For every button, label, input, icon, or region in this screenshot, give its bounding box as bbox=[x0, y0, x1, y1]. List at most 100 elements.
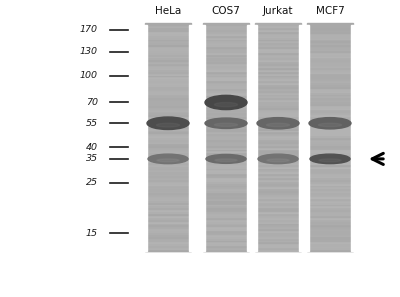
Text: 100: 100 bbox=[80, 71, 98, 80]
Bar bbox=[307, 61, 353, 63]
Bar bbox=[255, 139, 301, 141]
Bar bbox=[203, 226, 249, 228]
Bar bbox=[255, 143, 301, 145]
Bar bbox=[203, 221, 249, 222]
Bar bbox=[255, 109, 301, 110]
Bar bbox=[203, 114, 249, 116]
Bar bbox=[255, 52, 301, 54]
Bar bbox=[203, 207, 249, 209]
Bar bbox=[145, 23, 191, 25]
Bar bbox=[255, 166, 301, 168]
Bar bbox=[255, 63, 301, 65]
Bar bbox=[255, 198, 301, 200]
Bar bbox=[307, 107, 353, 109]
Bar bbox=[255, 151, 301, 152]
Bar bbox=[307, 103, 353, 105]
Bar bbox=[145, 107, 191, 109]
Bar bbox=[306, 25, 309, 251]
Bar bbox=[307, 215, 353, 217]
Ellipse shape bbox=[205, 95, 247, 110]
Bar bbox=[203, 245, 249, 247]
Ellipse shape bbox=[319, 159, 341, 162]
Bar bbox=[145, 61, 191, 63]
Bar bbox=[145, 171, 191, 173]
Bar bbox=[203, 90, 249, 92]
Bar bbox=[255, 217, 301, 219]
Bar bbox=[255, 29, 301, 31]
Bar bbox=[203, 249, 249, 251]
Ellipse shape bbox=[205, 118, 247, 129]
Bar bbox=[255, 114, 301, 116]
Bar bbox=[203, 244, 249, 245]
Bar bbox=[145, 88, 191, 90]
Bar bbox=[255, 25, 301, 27]
Bar bbox=[203, 198, 249, 200]
Bar bbox=[203, 238, 249, 240]
Bar bbox=[255, 27, 301, 29]
Ellipse shape bbox=[156, 123, 180, 127]
Bar bbox=[255, 190, 301, 192]
Bar bbox=[203, 222, 249, 225]
Bar bbox=[145, 185, 191, 187]
Bar bbox=[255, 92, 301, 94]
Bar bbox=[307, 148, 353, 151]
Bar bbox=[145, 25, 191, 251]
Bar bbox=[145, 160, 191, 162]
Bar bbox=[307, 37, 353, 39]
Bar bbox=[203, 158, 249, 160]
Bar bbox=[203, 192, 249, 194]
Bar bbox=[307, 29, 353, 31]
Bar bbox=[203, 109, 249, 110]
Bar bbox=[307, 99, 353, 101]
Bar bbox=[307, 206, 353, 207]
Bar bbox=[307, 92, 353, 94]
Bar bbox=[203, 33, 249, 35]
Bar bbox=[145, 232, 191, 234]
Bar bbox=[203, 154, 249, 156]
Ellipse shape bbox=[147, 117, 189, 129]
Bar bbox=[203, 103, 249, 105]
Bar bbox=[307, 73, 353, 75]
Bar bbox=[255, 39, 301, 40]
Bar bbox=[255, 213, 301, 215]
Bar bbox=[307, 164, 353, 166]
Bar bbox=[255, 90, 301, 92]
Bar bbox=[203, 141, 249, 143]
Bar bbox=[145, 213, 191, 215]
Bar bbox=[203, 217, 249, 219]
Bar bbox=[145, 194, 191, 196]
Bar bbox=[145, 145, 191, 147]
Bar bbox=[307, 192, 353, 194]
Bar bbox=[145, 249, 191, 251]
Ellipse shape bbox=[148, 154, 188, 164]
Bar bbox=[307, 169, 353, 171]
Bar bbox=[203, 63, 249, 65]
Ellipse shape bbox=[318, 123, 342, 127]
Text: 35: 35 bbox=[86, 154, 98, 163]
Bar bbox=[145, 241, 191, 243]
Bar bbox=[203, 160, 249, 162]
Bar bbox=[145, 42, 191, 44]
Bar bbox=[203, 145, 249, 147]
Bar bbox=[203, 181, 249, 183]
Bar bbox=[255, 249, 301, 251]
Bar bbox=[145, 148, 191, 151]
Bar bbox=[307, 44, 353, 46]
Bar bbox=[255, 173, 301, 175]
Bar bbox=[307, 97, 353, 99]
Bar bbox=[145, 69, 191, 71]
Bar bbox=[145, 84, 191, 86]
Bar bbox=[255, 148, 301, 151]
Bar bbox=[145, 99, 191, 101]
Bar bbox=[307, 196, 353, 198]
Bar bbox=[307, 207, 353, 209]
Bar bbox=[203, 128, 249, 129]
Bar bbox=[203, 234, 249, 236]
Ellipse shape bbox=[266, 123, 290, 127]
Bar bbox=[144, 25, 147, 251]
Bar bbox=[307, 23, 353, 25]
Bar bbox=[145, 109, 191, 110]
Bar bbox=[255, 147, 301, 148]
Bar bbox=[203, 71, 249, 73]
Bar bbox=[203, 228, 249, 230]
